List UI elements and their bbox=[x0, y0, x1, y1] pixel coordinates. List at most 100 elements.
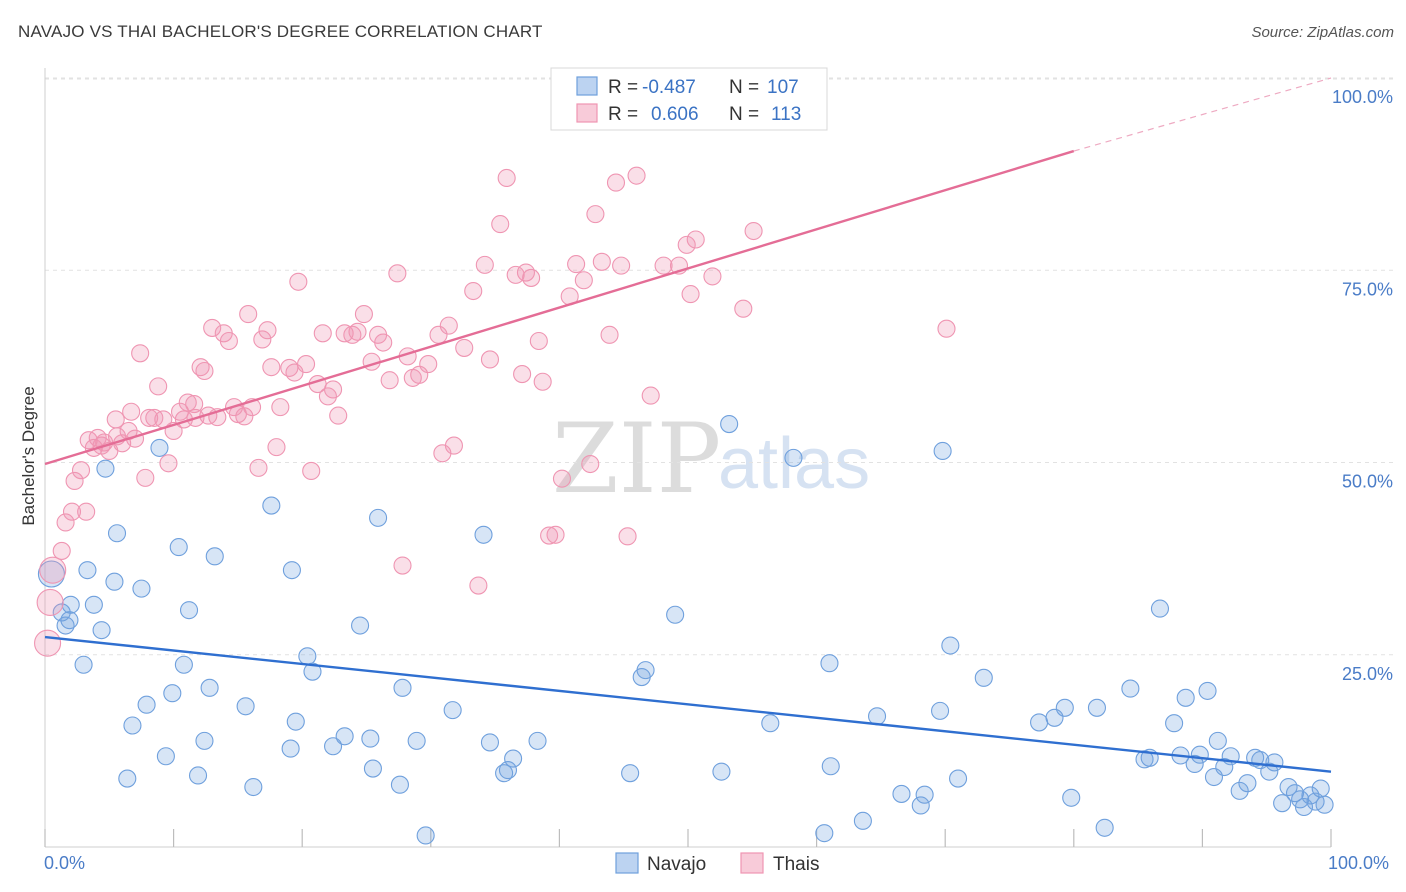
navajo-point bbox=[720, 414, 739, 434]
thai-point bbox=[71, 461, 91, 480]
thai-point bbox=[65, 471, 84, 491]
legend: R = -0.487 N = 107 R = 0.606 N = 113 bbox=[550, 67, 828, 131]
thai-point bbox=[36, 588, 64, 617]
watermark-atlas: atlas bbox=[718, 424, 870, 504]
navajo-point bbox=[474, 525, 493, 544]
navajo-point bbox=[1165, 714, 1184, 733]
watermark-zip: ZIP bbox=[552, 403, 721, 515]
navajo-point bbox=[1121, 679, 1140, 698]
navajo-point bbox=[361, 729, 380, 748]
thai-point bbox=[533, 372, 552, 391]
navajo-point bbox=[244, 777, 263, 797]
thai-point bbox=[354, 305, 373, 324]
thai-point bbox=[444, 436, 463, 455]
navajo-point bbox=[298, 647, 317, 666]
thai-point bbox=[249, 458, 268, 477]
thai-point bbox=[140, 408, 159, 427]
navajo-point bbox=[1273, 794, 1292, 813]
thai-point bbox=[516, 263, 536, 282]
thai-point bbox=[581, 454, 600, 474]
thai-point bbox=[289, 272, 308, 291]
thai-point bbox=[39, 556, 67, 584]
navajo-point bbox=[282, 561, 301, 580]
thai-point bbox=[606, 173, 626, 192]
thai-point bbox=[106, 410, 125, 429]
thai-point bbox=[529, 331, 548, 351]
navajo-point bbox=[262, 496, 281, 515]
legend-n-value-thai: 113 bbox=[771, 104, 801, 125]
navajo-point bbox=[324, 737, 343, 756]
gridlines bbox=[45, 77, 1394, 656]
thai-point bbox=[131, 344, 150, 363]
navajo-point bbox=[123, 716, 142, 735]
thai-points bbox=[34, 166, 956, 657]
thai-point bbox=[62, 502, 82, 521]
navajo-point bbox=[867, 707, 887, 726]
thai-point bbox=[56, 513, 75, 532]
thai-point bbox=[52, 541, 71, 560]
y-tick-label-25: 25.0% bbox=[1342, 664, 1393, 684]
x-tick-label-min: 0.0% bbox=[44, 853, 85, 873]
navajo-point bbox=[84, 595, 103, 614]
navajo-point bbox=[188, 766, 208, 785]
navajo-point bbox=[933, 441, 952, 461]
thai-trend-line bbox=[44, 149, 1075, 466]
thai-point bbox=[677, 235, 696, 254]
navajo-point bbox=[156, 747, 175, 766]
thai-point bbox=[235, 407, 254, 426]
thai-point bbox=[513, 365, 532, 384]
navajo-point bbox=[393, 678, 412, 697]
navajo-point bbox=[712, 762, 731, 781]
navajo-point bbox=[61, 595, 80, 614]
navajo-point bbox=[390, 775, 409, 794]
navajo-trend-line bbox=[44, 635, 1332, 773]
navajo-point bbox=[351, 616, 370, 635]
navajo-point bbox=[132, 579, 151, 598]
navajo-point bbox=[137, 695, 156, 714]
thai-point bbox=[185, 395, 204, 414]
navajo-point bbox=[443, 701, 462, 720]
navajo-point bbox=[621, 764, 640, 783]
bottom-legend-swatch-thai bbox=[740, 852, 764, 874]
axes bbox=[44, 68, 1332, 848]
legend-n-label-navajo: N = bbox=[729, 77, 759, 98]
navajo-point bbox=[853, 811, 872, 830]
thai-point bbox=[34, 629, 62, 657]
thai-point bbox=[253, 330, 272, 349]
navajo-point bbox=[528, 731, 547, 750]
navajo-point bbox=[911, 796, 930, 815]
thai-point bbox=[258, 321, 277, 340]
thai-point bbox=[469, 576, 488, 595]
navajo-point bbox=[1230, 781, 1249, 800]
navajo-point bbox=[200, 678, 219, 697]
navajo-point bbox=[1062, 788, 1081, 807]
navajo-point bbox=[815, 824, 834, 843]
navajo-point bbox=[205, 547, 224, 566]
thai-point bbox=[612, 256, 631, 275]
navajo-point bbox=[784, 448, 803, 467]
thai-point bbox=[546, 525, 565, 544]
y-tick-labels: 100.0% 75.0% 50.0% 25.0% bbox=[1332, 87, 1393, 684]
navajo-point bbox=[666, 605, 685, 624]
thai-point bbox=[600, 325, 619, 344]
navajo-point bbox=[498, 761, 518, 780]
thai-trend-extension bbox=[1073, 77, 1332, 152]
legend-r-label-thai: R = bbox=[608, 104, 638, 125]
thai-point bbox=[480, 350, 500, 369]
thai-point bbox=[439, 316, 458, 335]
thai-point bbox=[552, 469, 572, 488]
thai-point bbox=[419, 355, 438, 374]
navajo-point bbox=[1198, 681, 1217, 700]
thai-point bbox=[122, 402, 141, 421]
y-tick-label-75: 75.0% bbox=[1342, 279, 1393, 299]
thai-point bbox=[178, 393, 197, 412]
thai-point bbox=[703, 267, 722, 286]
navajo-point bbox=[163, 684, 182, 703]
navajo-point bbox=[60, 611, 79, 630]
thai-point bbox=[136, 468, 155, 487]
navajo-point bbox=[286, 712, 305, 731]
thai-point bbox=[641, 386, 660, 405]
thai-point bbox=[302, 461, 321, 481]
legend-n-value-navajo: 107 bbox=[767, 77, 799, 98]
navajo-point bbox=[107, 524, 127, 543]
